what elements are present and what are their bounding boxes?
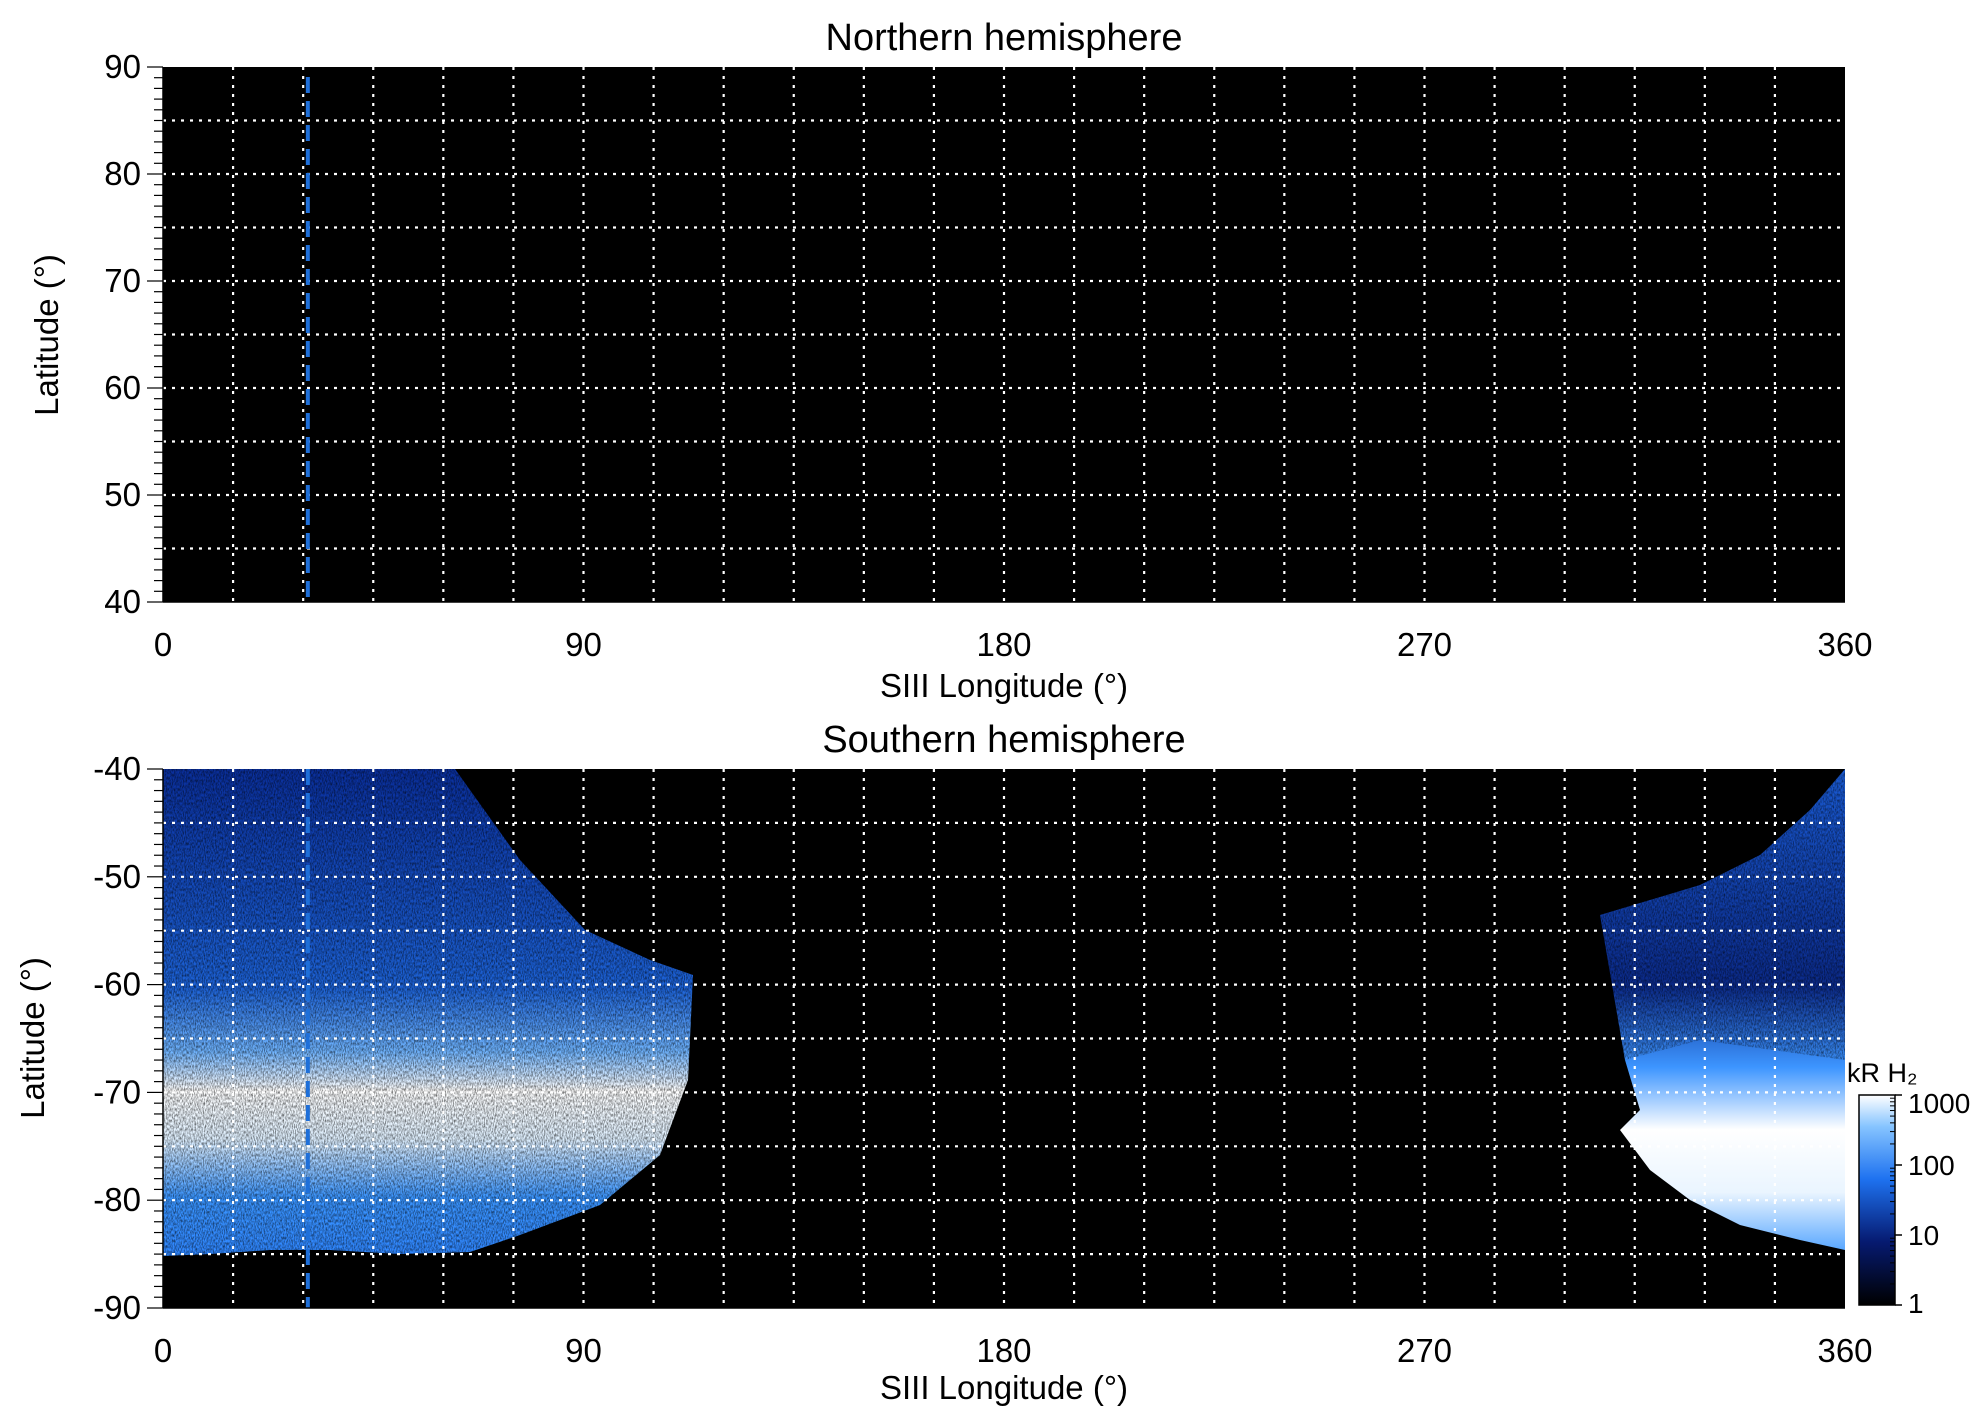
north-x-axis: 0 90 180 270 360 [154,601,1873,663]
y-tick-label: -50 [93,858,141,895]
colorbar-label: kR H₂ [1847,1058,1917,1088]
y-tick-label: -80 [93,1181,141,1218]
north-panel: Northern hemisphere 90 80 70 60 50 40 0 90 180 2… [28,17,1873,704]
y-tick-label: 90 [104,48,141,85]
x-tick-label: 0 [154,1332,172,1369]
y-tick-label: 50 [104,476,141,513]
colorbar-tick-label: 1000 [1908,1088,1970,1119]
south-x-label: SIII Longitude (°) [880,1369,1128,1406]
x-tick-label: 0 [154,626,172,663]
y-tick-label: 60 [104,369,141,406]
south-panel: Southern hemisphere -40 -50 -60 -70 -80 -90 0… [14,719,1873,1406]
colorbar-tick-label: 100 [1908,1150,1955,1181]
x-tick-label: 180 [976,626,1031,663]
x-tick-label: 270 [1397,1332,1452,1369]
south-emission [163,769,1845,1256]
north-y-label: Latitude (°) [28,254,65,416]
south-title: Southern hemisphere [822,719,1185,761]
x-tick-label: 180 [976,1332,1031,1369]
y-tick-label: 40 [104,583,141,620]
south-y-axis: -40 -50 -60 -70 -80 -90 [93,750,164,1326]
y-tick-label: 70 [104,262,141,299]
colorbar-tick-label: 10 [1908,1220,1939,1251]
x-tick-label: 360 [1817,626,1872,663]
y-tick-label: -60 [93,966,141,1003]
y-tick-label: 80 [104,155,141,192]
north-x-label: SIII Longitude (°) [880,667,1128,704]
north-y-axis: 90 80 70 60 50 40 [104,48,164,620]
colorbar-tick-label: 1 [1908,1288,1924,1319]
x-tick-label: 360 [1817,1332,1872,1369]
y-tick-label: -40 [93,750,141,787]
south-emission-noise-left [163,769,693,1256]
south-emission-noise-right [1600,769,1845,1060]
south-grid [163,769,1845,1308]
x-tick-label: 270 [1397,626,1452,663]
colorbar-ticks: 1000 100 10 1 [1890,1088,1970,1319]
y-tick-label: -70 [93,1073,141,1110]
x-tick-label: 90 [565,1332,602,1369]
x-tick-label: 90 [565,626,602,663]
south-x-axis: 0 90 180 270 360 [154,1307,1873,1369]
south-y-label: Latitude (°) [14,957,51,1119]
colorbar-scale [1858,1094,1896,1306]
y-tick-label: -90 [93,1289,141,1326]
north-grid [163,67,1845,602]
north-title: Northern hemisphere [826,17,1183,59]
colorbar: kR H₂ 1000 100 10 1 [1847,1058,1970,1319]
